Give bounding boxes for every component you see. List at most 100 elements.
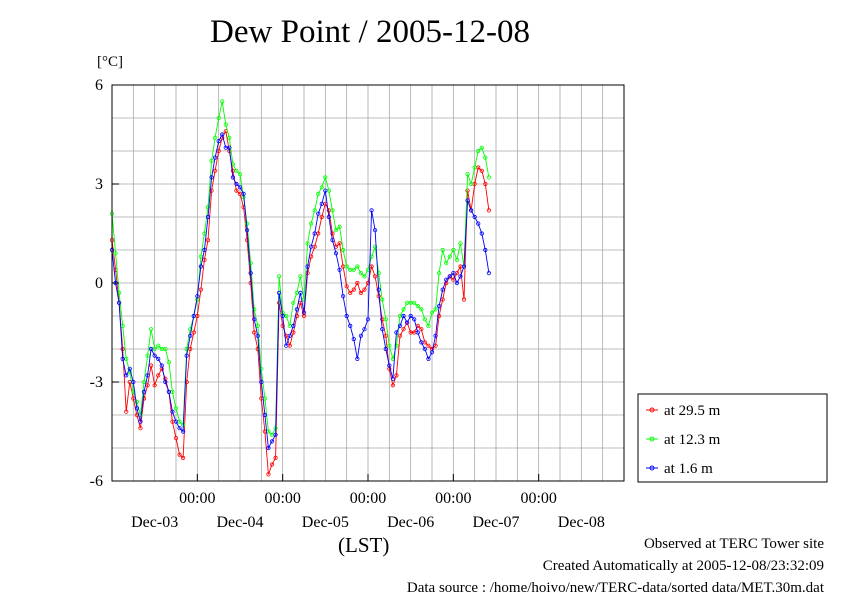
chart-title: Dew Point / 2005-12-08: [210, 14, 530, 50]
data-point: [120, 356, 125, 361]
x-tick-label: 00:00: [520, 490, 556, 507]
data-point: [173, 435, 179, 441]
data-point: [483, 181, 488, 187]
data-point: [397, 323, 403, 328]
data-point: [465, 188, 470, 193]
data-point: [461, 264, 467, 269]
data-point: [134, 399, 139, 404]
data-point: [124, 373, 129, 378]
x-tick-label: 00:00: [350, 490, 386, 507]
data-point: [117, 300, 122, 305]
data-point: [465, 172, 470, 177]
data-point: [419, 307, 424, 312]
footer-created: Created Automatically at 2005-12-08/23:3…: [542, 558, 824, 574]
data-point: [237, 185, 243, 190]
data-point: [259, 379, 264, 385]
data-point: [259, 366, 264, 371]
data-point: [458, 274, 463, 279]
data-point: [358, 333, 363, 338]
data-point: [202, 247, 207, 253]
legend-marker-2: [649, 465, 655, 471]
data-point: [138, 426, 143, 431]
y-tick-label: 0: [95, 275, 103, 292]
data-point: [479, 145, 484, 150]
data-point: [437, 270, 442, 276]
data-point: [245, 228, 250, 233]
data-point: [483, 155, 488, 160]
data-point: [223, 122, 228, 127]
data-point: [234, 181, 239, 187]
x-axis-label: (LST): [338, 533, 390, 557]
legend-label-2: at 1.6 m: [664, 461, 713, 477]
data-point: [326, 214, 331, 220]
data-point: [131, 396, 136, 401]
legend-marker-1: [649, 436, 655, 442]
data-point: [365, 317, 371, 322]
data-point: [149, 346, 154, 352]
data-point: [348, 290, 353, 295]
data-point: [269, 462, 275, 467]
data-point: [376, 294, 381, 299]
data-point: [273, 455, 278, 460]
data-point: [149, 327, 154, 332]
data-point: [120, 346, 125, 352]
data-point: [205, 214, 211, 220]
data-point: [316, 211, 321, 216]
data-point: [298, 290, 303, 295]
data-point: [291, 300, 296, 305]
data-point: [383, 317, 388, 322]
data-point: [312, 231, 317, 236]
data-point: [319, 201, 324, 206]
data-point: [433, 333, 438, 338]
data-point: [266, 445, 271, 451]
series-line-2: [111, 133, 490, 450]
data-point: [351, 267, 356, 272]
data-point: [156, 343, 161, 348]
data-point: [408, 313, 413, 319]
data-point: [355, 280, 360, 286]
data-point: [273, 432, 278, 437]
data-point: [426, 356, 431, 361]
data-point: [412, 300, 417, 305]
data-point: [454, 280, 459, 286]
data-point: [373, 228, 378, 233]
data-point: [401, 313, 406, 319]
data-point: [440, 287, 445, 292]
data-point: [305, 241, 310, 246]
data-point: [351, 287, 356, 292]
data-point: [383, 333, 388, 338]
data-point: [323, 175, 328, 180]
data-point: [373, 274, 378, 279]
data-point: [230, 175, 235, 180]
legend-label-0: at 29.5 m: [664, 403, 721, 419]
data-point: [419, 327, 424, 332]
data-point: [284, 343, 289, 348]
data-point: [472, 165, 477, 170]
data-point: [358, 290, 363, 295]
data-point: [486, 175, 491, 180]
data-point: [131, 379, 136, 385]
data-point: [433, 307, 438, 312]
data-point: [234, 168, 239, 173]
legend-marker-0: [649, 407, 655, 413]
data-point: [173, 419, 179, 424]
series-line-1: [111, 101, 490, 436]
data-point: [369, 208, 374, 213]
data-point: [255, 333, 260, 338]
data-point: [447, 254, 452, 259]
data-point: [401, 307, 406, 312]
data-point: [355, 356, 360, 361]
data-point: [216, 115, 221, 121]
data-point: [213, 135, 218, 140]
data-point: [401, 327, 406, 332]
data-point: [469, 208, 474, 213]
x-day-label: Dec-08: [558, 514, 605, 531]
data-point: [426, 343, 431, 348]
data-point: [181, 429, 186, 434]
data-point: [365, 280, 371, 286]
data-point: [248, 270, 253, 276]
data-point: [141, 389, 147, 394]
data-point: [447, 274, 452, 279]
data-point: [280, 313, 285, 319]
